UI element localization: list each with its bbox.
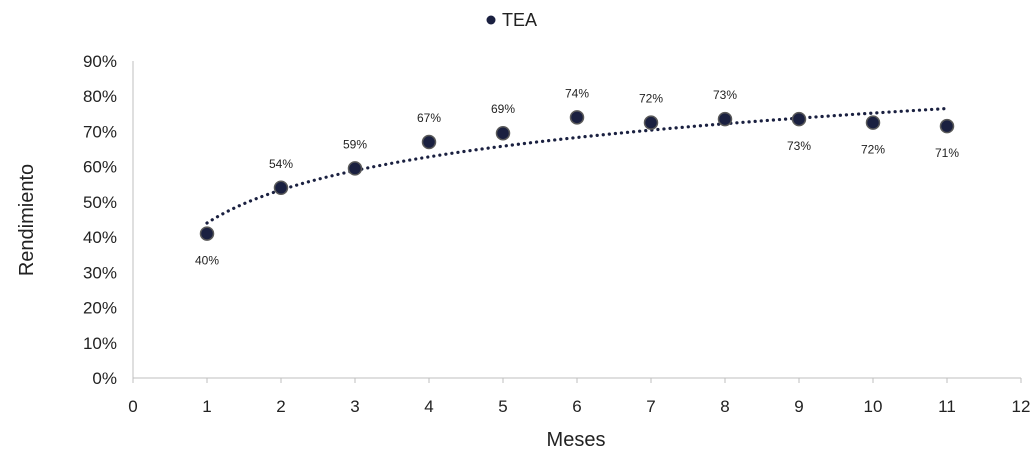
legend-label-tea: TEA	[502, 10, 537, 30]
axes: 0%10%20%30%40%50%60%70%80%90%0 1 2 3 4 5 6 7 8 9 1…	[83, 52, 1030, 416]
x-tick-label: 8	[720, 397, 729, 416]
y-axis-title: Rendimiento	[16, 164, 38, 276]
legend-marker-tea	[486, 15, 496, 25]
legend: TEA	[486, 10, 537, 30]
x-tick-label: 5	[498, 397, 507, 416]
data-points	[199, 110, 955, 241]
x-tick-label: 11	[938, 397, 956, 416]
x-tick-label: 4	[424, 397, 433, 416]
data-point	[865, 115, 881, 130]
data-labels: 40% 54% 59% 67% 69% 74% 72% 73% 73% 72% 71%	[195, 86, 959, 267]
data-label: 73%	[787, 139, 811, 153]
data-point	[199, 226, 215, 241]
x-tick-label: 1	[202, 397, 211, 416]
data-label: 67%	[417, 111, 441, 125]
data-label: 72%	[861, 143, 885, 157]
data-point	[717, 111, 733, 127]
data-point	[939, 118, 955, 134]
y-tick-label: 90%	[83, 52, 117, 71]
data-label: 71%	[935, 146, 959, 160]
x-tick-label: 9	[794, 397, 803, 416]
x-axis-title: Meses	[547, 429, 606, 451]
trendline-path	[205, 106, 949, 225]
data-point	[347, 161, 363, 176]
y-tick-label: 70%	[83, 122, 117, 141]
y-tick-label: 10%	[83, 334, 117, 353]
x-tick-label: 7	[646, 397, 655, 416]
y-tick-label: 40%	[83, 228, 117, 247]
data-point	[273, 180, 289, 196]
x-tick-label: 6	[572, 397, 581, 416]
data-point	[495, 125, 511, 141]
x-tick-label: 0	[128, 397, 137, 416]
data-label: 54%	[269, 157, 293, 171]
x-tick-label: 12	[1012, 397, 1031, 416]
y-tick-label: 0%	[92, 369, 117, 388]
data-label: 72%	[639, 92, 663, 106]
y-tick-label: 30%	[83, 263, 117, 282]
data-point	[421, 134, 437, 150]
data-label: 73%	[713, 88, 737, 102]
x-tick-label: 10	[864, 397, 883, 416]
y-tick-label: 50%	[83, 193, 117, 212]
data-label: 69%	[491, 102, 515, 116]
data-label: 74%	[565, 86, 589, 100]
data-point	[643, 115, 659, 130]
data-label: 59%	[343, 137, 367, 151]
data-point	[791, 111, 807, 127]
data-label: 40%	[195, 254, 219, 268]
x-tick-label: 3	[350, 397, 359, 416]
y-tick-label: 20%	[83, 299, 117, 318]
x-tick-label: 2	[276, 397, 285, 416]
y-tick-label: 80%	[83, 87, 117, 106]
data-point	[569, 110, 585, 125]
trendline	[205, 106, 949, 225]
y-tick-label: 60%	[83, 158, 117, 177]
